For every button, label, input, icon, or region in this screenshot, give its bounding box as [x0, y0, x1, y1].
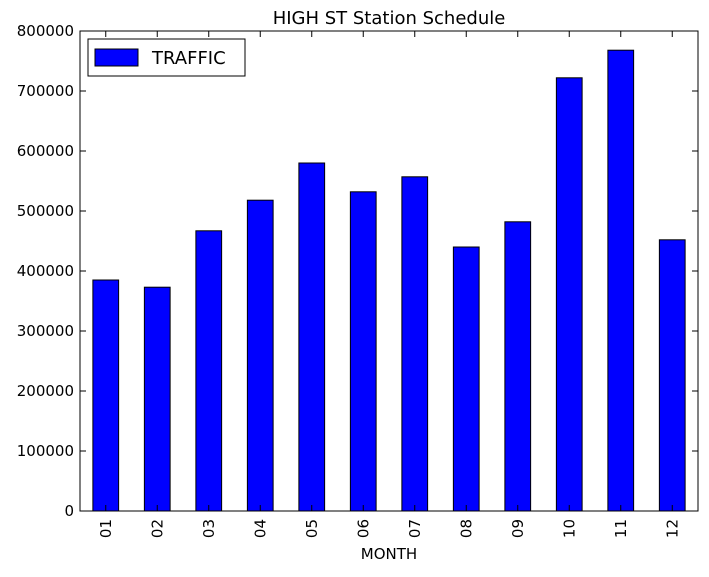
- x-tick-label: 01: [97, 519, 115, 538]
- bar-03: [195, 230, 223, 512]
- bar-07: [401, 176, 429, 512]
- x-axis-ticks: 01 02 03 04 05 06 07 08 09 10 11 12: [97, 31, 681, 538]
- x-tick-label: 02: [148, 519, 166, 538]
- x-tick-label: 03: [200, 519, 218, 538]
- x-tick-label: 10: [560, 519, 578, 538]
- y-tick-label: 800000: [17, 22, 74, 40]
- x-tick-label: 05: [303, 519, 321, 538]
- y-tick-label: 700000: [17, 82, 74, 100]
- bar-09: [504, 221, 532, 512]
- y-tick-label: 100000: [17, 442, 74, 460]
- bar-05: [298, 162, 326, 512]
- plot-area-frame: [79, 30, 699, 512]
- legend-swatch: [94, 48, 139, 67]
- x-tick-label: 06: [354, 519, 372, 538]
- legend: TRAFFIC: [87, 38, 246, 77]
- bar-08: [452, 246, 480, 512]
- y-tick-label: 400000: [17, 262, 74, 280]
- x-tick-label: 09: [509, 519, 527, 538]
- legend-label: TRAFFIC: [151, 48, 226, 69]
- bars-layer: [92, 49, 686, 512]
- y-tick-label: 600000: [17, 142, 74, 160]
- y-axis-ticks: 0 100000 200000 300000 400000 500000 600000 700…: [17, 22, 698, 520]
- y-tick-label: 500000: [17, 202, 74, 220]
- bar-02: [143, 286, 171, 512]
- bar-04: [246, 199, 274, 512]
- x-tick-label: 08: [457, 519, 475, 538]
- bar-01: [92, 279, 120, 512]
- chart-title: HIGH ST Station Schedule: [273, 8, 506, 29]
- y-tick-label: 300000: [17, 322, 74, 340]
- x-tick-label: 12: [663, 519, 681, 538]
- bar-06: [349, 191, 377, 512]
- x-axis-label: MONTH: [361, 545, 417, 563]
- bar-10: [555, 77, 583, 512]
- bar-12: [658, 239, 686, 512]
- x-tick-label: 04: [251, 519, 269, 538]
- x-tick-label: 11: [612, 519, 630, 538]
- x-tick-label: 07: [406, 519, 424, 538]
- y-tick-label: 0: [64, 502, 74, 520]
- bar-11: [607, 49, 635, 512]
- y-tick-label: 200000: [17, 382, 74, 400]
